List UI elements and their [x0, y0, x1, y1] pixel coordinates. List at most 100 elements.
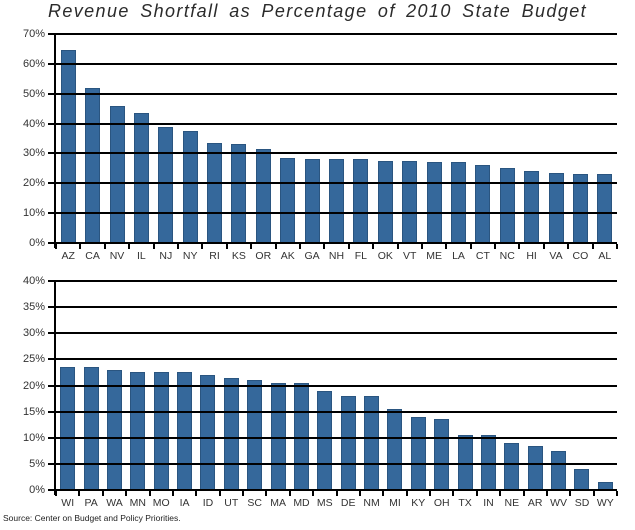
y-axis-tick-35 [48, 306, 55, 309]
x-axis-tick [347, 244, 350, 249]
x-label-mo: MO [152, 497, 170, 509]
bar-pa [83, 367, 99, 490]
x-label-vt: VT [402, 250, 417, 262]
x-label-sc: SC [247, 497, 262, 509]
x-axis-tick [567, 244, 570, 249]
top-bar-chart-plot-area: 0% 10% 20% 30% 40% 50% 60% 70% AZ CA NV IL NJ NY RI KS O… [23, 28, 618, 262]
bar-nh [329, 159, 344, 243]
bar-or [255, 149, 271, 243]
x-label-me: ME [426, 250, 442, 262]
x-axis-tick [312, 491, 315, 496]
x-label-or: OR [255, 250, 272, 262]
bar-id [200, 375, 216, 490]
bar-nv [109, 106, 125, 243]
x-label-pa: PA [84, 497, 98, 509]
x-axis-tick [103, 244, 106, 249]
x-axis-tick [148, 491, 151, 496]
x-axis-tick [218, 491, 221, 496]
x-label-ny: NY [182, 250, 198, 262]
bar-co [572, 174, 588, 243]
x-axis-tick [177, 244, 179, 249]
gridline-20 [56, 182, 617, 185]
x-label-nc: NC [499, 250, 515, 262]
x-label-ct: CT [475, 250, 490, 262]
x-axis-tick [616, 491, 618, 496]
y-axis-label-60: 60% [22, 57, 45, 70]
x-label-nj: NJ [159, 250, 173, 262]
x-axis-tick [592, 491, 595, 496]
x-label-de: DE [340, 497, 356, 509]
bar-ok [377, 161, 393, 243]
x-axis-tick [250, 244, 253, 249]
y-axis-tick-20 [48, 182, 55, 185]
gridline-60 [56, 62, 617, 65]
x-axis-tick [195, 491, 198, 496]
bar-wy [597, 482, 613, 490]
x-axis-tick [78, 491, 81, 496]
bar-ar [527, 446, 543, 490]
x-label-wv: WV [550, 497, 568, 509]
gridline-50 [56, 92, 617, 95]
bar-la [451, 162, 466, 243]
bar-fl [353, 159, 369, 243]
bar-ak [280, 158, 296, 243]
x-label-wy: WY [596, 497, 614, 509]
x-label-ne: NE [504, 497, 520, 509]
bar-az [60, 50, 76, 243]
x-axis-tick [55, 491, 57, 496]
bar-ut [223, 378, 239, 490]
bar-wv [551, 451, 567, 490]
x-label-nm: NM [363, 497, 380, 509]
x-label-ms: MS [316, 497, 333, 509]
y-axis-line [54, 280, 56, 495]
bar-hi [524, 171, 540, 243]
x-axis-line [54, 242, 617, 244]
source-note: Source: Center on Budget and Policy Prio… [3, 513, 181, 523]
y-axis-tick-40 [48, 122, 55, 125]
x-label-nh: NH [328, 250, 345, 262]
x-label-co: CO [572, 250, 589, 262]
x-axis-tick [469, 244, 472, 249]
x-axis-tick [79, 244, 82, 249]
gridline-40 [56, 280, 617, 282]
x-label-sd: SD [574, 497, 590, 509]
bar-ms [317, 391, 333, 490]
x-label-az: AZ [61, 250, 75, 262]
x-axis-tick [405, 491, 408, 496]
x-axis-tick [323, 244, 326, 249]
gridline-40 [56, 122, 617, 125]
gridline-10 [56, 436, 617, 439]
x-axis-tick [125, 491, 128, 496]
x-axis-tick [225, 244, 228, 249]
x-axis-tick [382, 491, 385, 496]
bar-sc [247, 380, 263, 490]
bar-wa [106, 370, 122, 490]
gridline-20 [56, 384, 617, 387]
bar-al [597, 174, 613, 243]
y-axis-tick-10 [48, 212, 55, 215]
gridline-35 [56, 306, 617, 309]
x-label-va: VA [549, 250, 563, 262]
x-axis-tick [274, 244, 277, 249]
y-axis-label-20: 20% [22, 379, 45, 392]
y-axis-tick-30 [48, 152, 55, 155]
gridline-30 [56, 152, 617, 155]
y-axis-tick-60 [48, 62, 55, 65]
x-label-wa: WA [106, 497, 123, 509]
x-axis-tick [616, 244, 618, 249]
x-label-ca: CA [85, 250, 100, 262]
x-axis-tick [542, 244, 545, 249]
gridline-70 [56, 33, 617, 35]
x-axis-tick [288, 491, 291, 496]
bar-ga [304, 159, 320, 243]
bar-wi [60, 367, 76, 490]
bar-ny [182, 131, 198, 243]
bar-ri [207, 143, 222, 243]
gridline-15 [56, 410, 617, 413]
x-axis-tick [518, 244, 521, 249]
bar-ks [231, 144, 247, 243]
y-axis-label-10: 10% [22, 207, 45, 220]
x-axis-tick [335, 491, 338, 496]
x-label-la: LA [452, 250, 465, 262]
y-axis-line [54, 33, 56, 248]
